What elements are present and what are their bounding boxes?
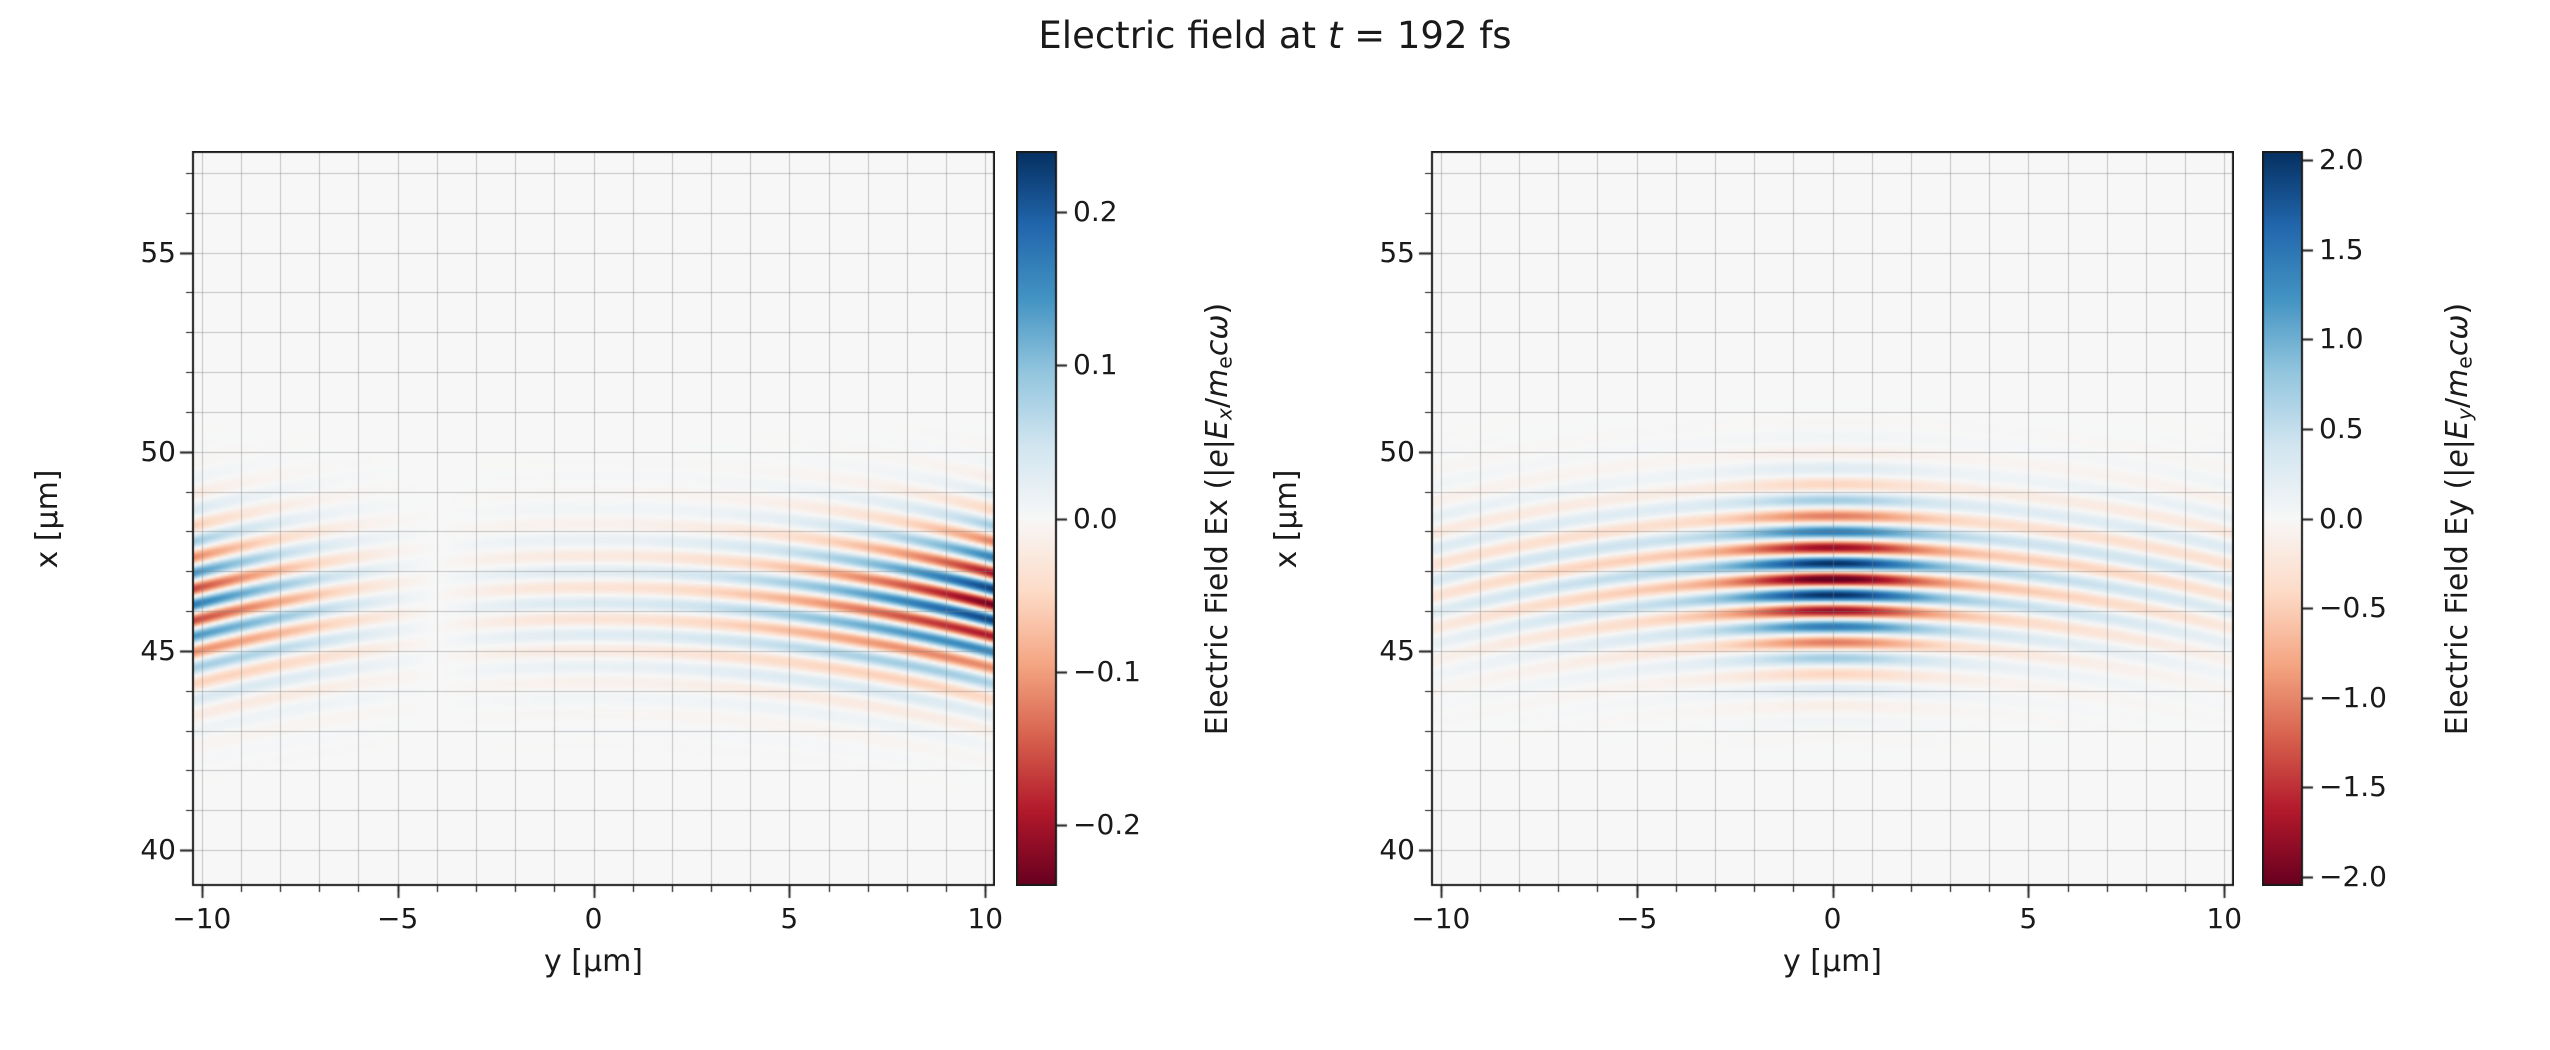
heatmap-canvas-ex <box>170 151 995 910</box>
text-segment: = 192 fs <box>1342 14 1512 57</box>
colorbar-tick-label: −0.1 <box>1073 654 1141 688</box>
text-segment: E <box>2440 419 2475 439</box>
y-tick-label: 45 <box>1379 633 1415 667</box>
colorbar-axis-label: Electric Field Ex (|e|Ex/mecω) <box>1200 219 1236 819</box>
text-segment: x <box>1212 407 1237 420</box>
x-tick-label: 0 <box>1823 902 1842 935</box>
x-tick-label: 0 <box>584 902 603 935</box>
x-tick-label: −10 <box>172 902 232 935</box>
text-segment: c <box>2440 339 2475 356</box>
x-axis-label: y [μm] <box>543 944 643 979</box>
text-segment: / <box>1200 397 1235 408</box>
y-tick-label: 40 <box>1379 833 1415 867</box>
y-tick-label: 45 <box>140 633 176 667</box>
y-tick-label: 55 <box>140 235 176 269</box>
text-segment: Electric Field Ey (| <box>2440 467 2475 735</box>
x-tick-label: 10 <box>967 902 1004 935</box>
text-segment: e <box>1212 355 1237 369</box>
text-segment: m <box>2440 368 2475 398</box>
text-segment: e <box>1200 448 1235 468</box>
text-segment: / <box>2440 397 2475 408</box>
text-segment: ) <box>2440 302 2475 315</box>
x-tick-label: 5 <box>780 902 799 935</box>
text-segment: ) <box>1200 302 1235 315</box>
colorbar-tick-label: 0.1 <box>1073 348 1118 382</box>
x-tick-label: 10 <box>2206 902 2243 935</box>
colorbar-tick-label: −0.2 <box>1073 807 1141 841</box>
colorbar-tick-label: 0.0 <box>2319 501 2364 535</box>
colorbar-ey <box>2262 151 2317 886</box>
text-segment: y <box>2452 407 2477 420</box>
text-segment: ω <box>1200 314 1235 340</box>
text-segment: E <box>1200 419 1235 439</box>
colorbar-tick-label: −1.0 <box>2319 680 2387 714</box>
text-segment: | <box>2440 438 2475 449</box>
text-segment: Electric field at <box>1038 14 1328 57</box>
colorbar-tick-label: 0.0 <box>1073 501 1118 535</box>
colorbar-tick-label: −2.0 <box>2319 860 2387 894</box>
x-tick-label: −5 <box>377 902 419 935</box>
text-segment: e <box>2452 355 2477 369</box>
text-segment: t <box>1327 14 1343 57</box>
x-tick-label: −5 <box>1616 902 1658 935</box>
text-segment: c <box>1200 339 1235 356</box>
y-axis-label: x [μm] <box>1269 469 1304 569</box>
figure-title: Electric field at t = 192 fs <box>0 14 2550 57</box>
colorbar-tick-label: 0.5 <box>2319 411 2364 445</box>
y-tick-label: 50 <box>140 434 176 468</box>
colorbar-tick-label: −0.5 <box>2319 591 2387 625</box>
text-segment: | <box>1200 438 1235 449</box>
colorbar-tick-label: −1.5 <box>2319 770 2387 804</box>
x-axis-label: y [μm] <box>1782 944 1882 979</box>
text-segment: e <box>2440 448 2475 468</box>
x-tick-label: −10 <box>1411 902 1471 935</box>
colorbar-tick-label: 1.5 <box>2319 232 2364 266</box>
colorbar-axis-label: Electric Field Ey (|e|Ey/mecω) <box>2440 219 2476 819</box>
colorbar-ex <box>1016 151 1071 886</box>
colorbar-tick-label: 0.2 <box>1073 195 1118 229</box>
heatmap-canvas-ey <box>1409 151 2234 910</box>
y-tick-label: 50 <box>1379 434 1415 468</box>
y-axis-label: x [μm] <box>30 469 65 569</box>
text-segment: ω <box>2440 314 2475 340</box>
colorbar-tick-label: 2.0 <box>2319 142 2364 176</box>
y-tick-label: 55 <box>1379 235 1415 269</box>
text-segment: Electric Field Ex (| <box>1200 467 1235 735</box>
colorbar-tick-label: 1.0 <box>2319 322 2364 356</box>
text-segment: m <box>1200 368 1235 398</box>
y-tick-label: 40 <box>140 833 176 867</box>
x-tick-label: 5 <box>2019 902 2038 935</box>
